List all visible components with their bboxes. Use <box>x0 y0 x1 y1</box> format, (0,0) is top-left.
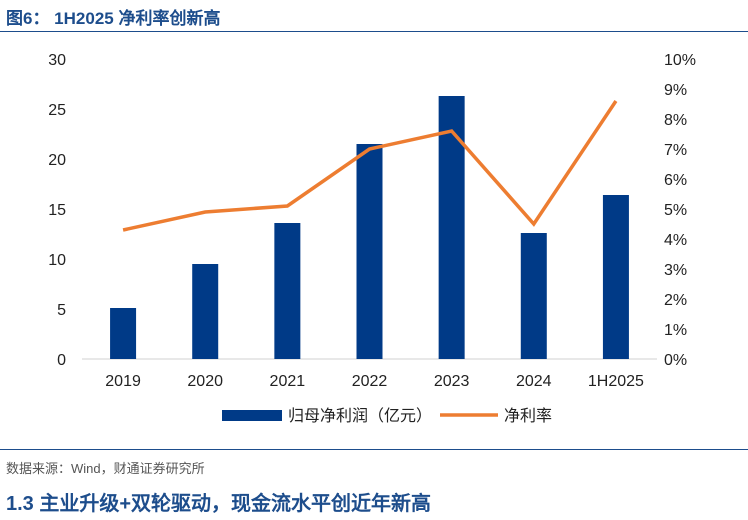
right-tick-label: 3% <box>664 262 687 279</box>
x-tick-label: 2021 <box>270 373 306 390</box>
figure-title: 图6： 1H2025 净利率创新高 <box>6 9 221 28</box>
source-note: 数据来源：Wind，财通证券研究所 <box>6 461 205 476</box>
right-tick-label: 6% <box>664 172 687 189</box>
legend-bar-swatch <box>222 410 282 421</box>
left-tick-label: 15 <box>48 202 66 219</box>
right-tick-label: 0% <box>664 352 687 369</box>
right-tick-label: 8% <box>664 112 687 129</box>
right-tick-label: 7% <box>664 142 687 159</box>
x-tick-label: 2020 <box>187 373 223 390</box>
right-tick-label: 1% <box>664 322 687 339</box>
left-tick-label: 30 <box>48 52 66 69</box>
bar <box>438 96 465 359</box>
x-tick-label: 1H2025 <box>588 373 644 390</box>
x-tick-label: 2023 <box>434 373 470 390</box>
right-tick-label: 10% <box>664 52 696 69</box>
x-tick-label: 2024 <box>516 373 552 390</box>
right-tick-label: 5% <box>664 202 687 219</box>
bar <box>274 223 301 359</box>
right-tick-label: 4% <box>664 232 687 249</box>
bar <box>356 144 383 359</box>
left-tick-label: 0 <box>57 352 66 369</box>
x-tick-label: 2022 <box>352 373 388 390</box>
left-tick-label: 5 <box>57 302 66 319</box>
divider <box>0 31 748 32</box>
right-tick-label: 2% <box>664 292 687 309</box>
x-tick-label: 2019 <box>105 373 141 390</box>
bar <box>520 233 547 359</box>
left-tick-label: 20 <box>48 152 66 169</box>
left-tick-label: 25 <box>48 102 66 119</box>
divider <box>0 449 748 450</box>
legend-bar-label: 归母净利润（亿元） <box>288 407 432 425</box>
chart: 0 5 10 15 20 25 30 0% 1% 2% 3% 4% 5% 6% 7% 8% 9% 10% 2019 2… <box>48 52 696 425</box>
section-heading: 1.3 主业升级+双轮驱动，现金流水平创近年新高 <box>6 493 432 515</box>
bar <box>110 308 137 359</box>
right-tick-label: 9% <box>664 82 687 99</box>
left-tick-label: 10 <box>48 252 66 269</box>
bar <box>602 195 629 359</box>
bar <box>192 264 219 359</box>
legend-line-label: 净利率 <box>504 407 552 425</box>
